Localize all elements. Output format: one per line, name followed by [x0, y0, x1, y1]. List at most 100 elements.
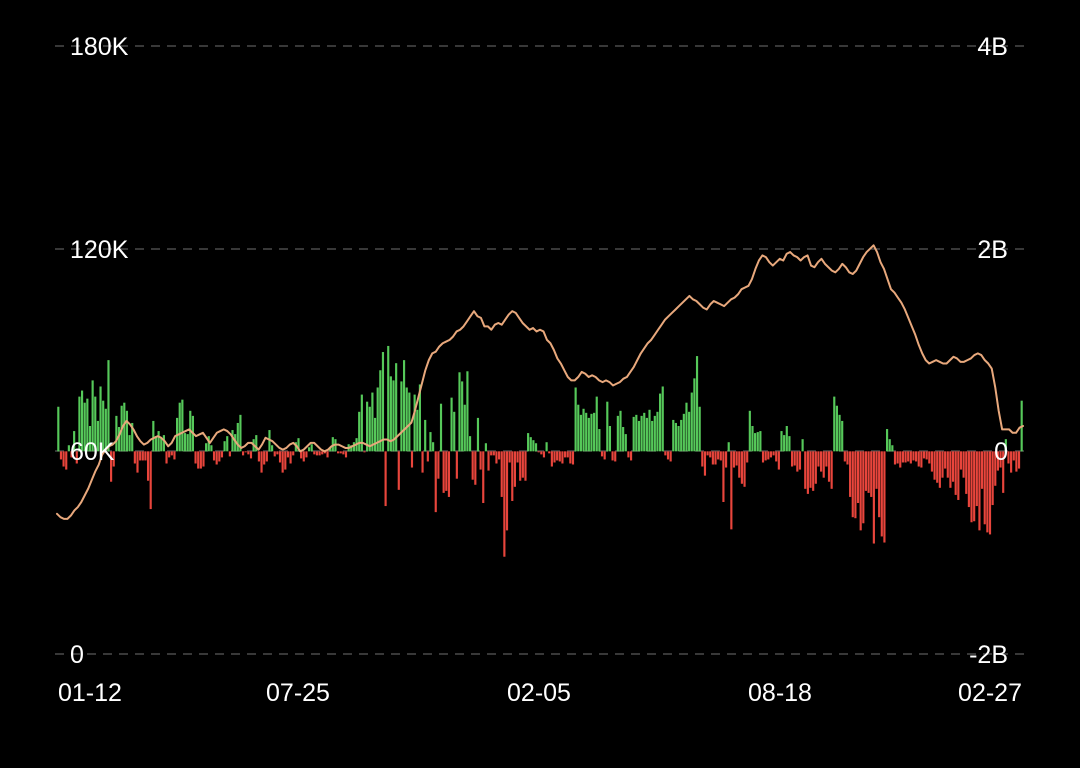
flow-bar — [342, 451, 345, 455]
flow-bar — [263, 451, 266, 465]
flow-bar — [500, 451, 503, 497]
flow-bar — [545, 442, 548, 452]
flow-bar — [112, 451, 115, 467]
flow-bar — [746, 451, 749, 463]
flow-bar — [595, 396, 598, 452]
flow-bar — [400, 381, 403, 452]
flow-bar — [218, 451, 221, 462]
flow-bar — [479, 451, 482, 470]
flow-bar — [503, 451, 506, 557]
flow-bar — [265, 451, 268, 462]
flow-bar — [381, 352, 385, 452]
flow-bar — [1002, 451, 1005, 493]
flow-bar — [471, 451, 474, 480]
flow-bar — [862, 451, 865, 524]
flow-bar — [661, 386, 664, 452]
flow-bar — [305, 451, 308, 458]
flow-bar — [210, 445, 213, 452]
flow-bar — [930, 451, 934, 472]
x-axis-label-4: 08-18 — [748, 679, 812, 707]
flow-bar — [975, 451, 978, 507]
flow-bar — [740, 451, 743, 484]
flow-bar — [994, 451, 997, 486]
flow-bar — [904, 451, 907, 463]
flow-bar — [635, 414, 638, 452]
flow-bar — [178, 402, 181, 452]
flow-bar — [498, 451, 501, 460]
flow-bar — [170, 451, 173, 456]
flow-bar — [482, 451, 485, 504]
left-axis-label-middle: 60K — [70, 438, 115, 466]
flow-bar — [764, 451, 767, 461]
flow-bar — [553, 451, 556, 463]
flow-bar — [302, 451, 305, 462]
flow-bar — [197, 451, 200, 469]
flow-bar — [849, 451, 852, 497]
flow-bar — [534, 443, 538, 452]
price-line-group — [56, 244, 1024, 520]
flow-bar — [339, 451, 342, 454]
flow-bar — [455, 451, 458, 479]
flow-bar — [875, 451, 878, 489]
flow-bar — [257, 451, 260, 462]
flow-bar — [236, 422, 239, 452]
flow-bar — [809, 451, 812, 488]
flow-bar — [790, 451, 794, 467]
flow-bar — [748, 410, 751, 452]
flow-bar — [110, 451, 113, 482]
flow-bar — [234, 434, 237, 452]
flow-bar — [521, 451, 524, 478]
flow-bar — [442, 451, 445, 493]
flow-bar — [513, 451, 516, 487]
flow-bar — [922, 451, 926, 459]
flow-bar — [413, 394, 416, 452]
price-line — [56, 244, 1024, 520]
flow-bar — [962, 451, 965, 478]
flow-bar — [437, 451, 440, 479]
flow-bar — [202, 451, 205, 467]
flow-bar — [542, 451, 546, 458]
flow-bar — [754, 433, 757, 452]
right-axis-label-top: 4B — [977, 33, 1008, 61]
flow-bar — [582, 408, 585, 452]
flow-bar — [775, 451, 778, 462]
flow-bar — [91, 380, 94, 452]
flow-bar — [983, 451, 986, 525]
x-axis-label-1: 01-12 — [58, 679, 122, 707]
flow-bar — [128, 435, 131, 452]
flow-bar — [421, 451, 424, 473]
flow-bar — [281, 451, 284, 473]
flow-bar — [951, 451, 955, 482]
flow-bar — [389, 376, 392, 452]
flow-bar — [405, 387, 408, 452]
flow-bar — [973, 451, 976, 522]
flow-bar — [883, 451, 886, 543]
flow-bar — [593, 412, 596, 452]
flow-bar — [524, 451, 527, 481]
flow-bar — [833, 396, 836, 452]
flow-bar — [329, 447, 332, 452]
left-axis-label-top: 180K — [70, 33, 129, 61]
flow-bar — [872, 451, 875, 544]
flow-bar — [978, 451, 981, 531]
flow-bar — [418, 384, 421, 452]
flow-bar — [822, 451, 825, 478]
flow-bar — [915, 451, 918, 462]
flow-bar — [717, 451, 720, 460]
flow-bar — [344, 451, 348, 458]
flow-bar — [487, 451, 490, 471]
flow-bar — [239, 414, 242, 452]
flow-bar — [323, 451, 326, 454]
flow-bar — [426, 451, 429, 462]
flow-bar — [946, 451, 949, 478]
flow-bar — [820, 451, 823, 472]
flow-bar — [616, 415, 619, 452]
flow-bar — [1007, 451, 1010, 464]
flow-bar — [804, 451, 807, 489]
flow-bar — [144, 451, 147, 461]
flow-bar — [125, 410, 129, 452]
flow-bar — [511, 451, 514, 501]
flow-bar — [603, 451, 606, 460]
flow-bar — [664, 451, 667, 456]
